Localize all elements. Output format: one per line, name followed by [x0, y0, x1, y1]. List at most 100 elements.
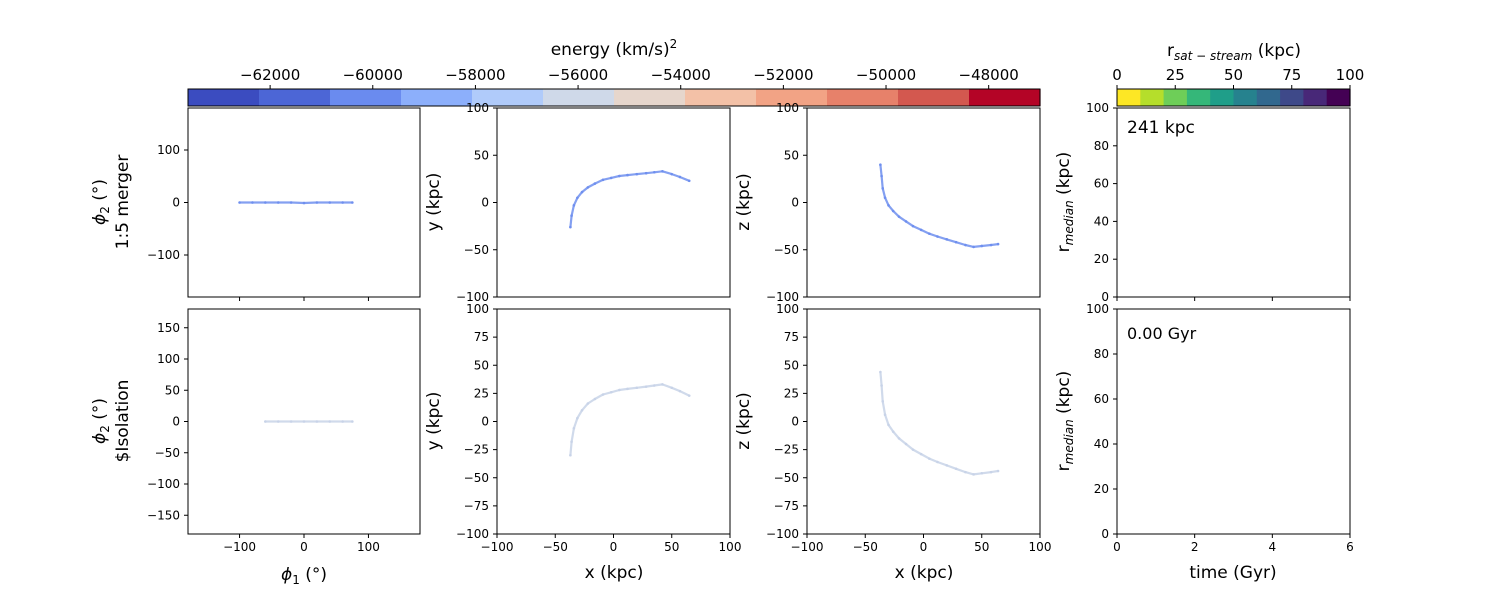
isolation-xz-ytick-label: 25	[784, 386, 799, 400]
merger-xz-point	[881, 187, 885, 190]
distance-colorbar-color-band	[1186, 89, 1211, 106]
isolation-rmedian-xtick-label: 6	[1346, 540, 1354, 554]
isolation-xy-point	[670, 386, 674, 390]
isolation-phi-point	[315, 420, 319, 423]
merger-xy-point	[601, 178, 605, 182]
merger-xz-point	[964, 243, 967, 247]
distance-colorbar-color-band	[1233, 89, 1258, 106]
merger-phi-point	[251, 201, 254, 204]
isolation-xy-xtick-label: 100	[719, 540, 742, 554]
isolation-xz-point	[879, 370, 882, 374]
isolation-xy-ytick-label: −100	[456, 527, 489, 541]
distance-colorbar-color-band	[1140, 89, 1165, 106]
isolation-rmedian-xtick-label: 2	[1191, 540, 1199, 554]
isolation-xy-point	[570, 440, 573, 444]
distance-colorbar-label: rsat − stream (kpc)	[1167, 41, 1301, 63]
isolation-phi-xtick-label: 100	[357, 540, 380, 554]
isolation-xz-point	[880, 384, 883, 387]
isolation-xz-point	[887, 423, 890, 427]
panel-merger-rmedian-frame	[1116, 107, 1351, 298]
isolation-xz-ylabel: z (kpc)	[734, 392, 754, 450]
energy-colorbar-color-band	[969, 89, 1041, 106]
merger-xz-point	[945, 238, 949, 241]
distance-colorbar-color-band	[1256, 89, 1281, 106]
isolation-phi-point	[341, 420, 344, 423]
isolation-xy-point	[626, 387, 629, 391]
merger-xy-point	[661, 170, 664, 173]
merger-xy-ylabel: y (kpc)	[424, 173, 444, 232]
row-isolation-labels: ϕ2 (°) $Isolation y (kpc) z (kpc) rmedia…	[90, 324, 1197, 471]
merger-xz-ylabel: z (kpc)	[734, 173, 754, 231]
merger-xz-ytick-label: 100	[776, 101, 799, 115]
energy-colorbar-tick-label: −62000	[240, 66, 300, 84]
isolation-xz-point	[881, 399, 885, 403]
isolation-phi-ytick-label: 150	[157, 321, 180, 335]
energy-colorbar-label: energy (km/s)2	[551, 37, 678, 60]
panel-isolation-xy-frame	[496, 308, 731, 535]
distance-colorbar-color-band	[1117, 89, 1141, 106]
merger-xz-point	[989, 243, 993, 247]
merger-xy-point	[635, 172, 639, 176]
merger-phi-ytick-label: 0	[172, 196, 180, 210]
merger-rmedian-ylabel: rmedian (kpc)	[1054, 152, 1076, 253]
isolation-rmedian-ytick-label: 60	[1094, 392, 1109, 406]
distance-colorbar-tick-label: 50	[1224, 66, 1243, 84]
isolation-phi2-ylabel: ϕ2 (°)	[90, 398, 112, 444]
merger-xy-point	[626, 173, 629, 177]
isolation-phi-point	[264, 420, 267, 423]
distance-colorbar-tick-label: 75	[1282, 66, 1301, 84]
isolation-xz-ytick-label: −100	[766, 527, 799, 541]
merger-phi-point	[341, 201, 344, 204]
isolation-xz-xtick-label: 0	[920, 540, 928, 554]
isolation-xz-xtick-label: −50	[853, 540, 878, 554]
merger-xz-point	[897, 215, 901, 218]
time-xlabel: time (Gyr)	[1189, 563, 1276, 583]
merger-xy-point	[570, 214, 573, 218]
merger-xz-point	[883, 196, 887, 200]
isolation-xy-point	[618, 388, 621, 392]
merger-xz-point	[879, 163, 882, 166]
isolation-xz-ytick-label: 50	[784, 358, 799, 372]
merger-xy-point	[609, 176, 613, 180]
isolation-xy-stream-trace	[569, 383, 691, 457]
isolation-xy-point	[601, 393, 605, 396]
merger-rmedian-ytick-label: 0	[1101, 290, 1109, 304]
data-marks	[238, 163, 1000, 476]
merger-phi-point	[289, 201, 293, 204]
isolation-xz-ytick-label: −50	[774, 471, 799, 485]
merger-xz-ytick-label: 0	[791, 196, 799, 210]
energy-colorbar-color-band	[259, 89, 331, 106]
isolation-phi-ytick-label: 0	[172, 415, 180, 429]
merger-xz-point	[919, 228, 923, 232]
isolation-xz-point	[954, 467, 958, 471]
merger-phi-point	[302, 201, 306, 205]
panel-merger-xz-frame	[806, 107, 1041, 298]
isolation-xz-point	[945, 464, 949, 467]
isolation-row-label: $Isolation	[113, 380, 133, 463]
isolation-xz-point	[989, 470, 993, 474]
isolation-xz-point	[936, 460, 939, 464]
isolation-phi-ytick-label: −100	[147, 477, 180, 491]
energy-colorbar-color-band	[330, 89, 402, 106]
merger-rmedian-ytick-label: 100	[1086, 101, 1109, 115]
merger-xy-point	[687, 179, 691, 183]
isolation-xz-point	[919, 452, 923, 456]
merger-xy-ytick-label: 0	[481, 196, 489, 210]
isolation-xz-ytick-label: 0	[791, 415, 799, 429]
panel-isolation-rmedian-frame	[1116, 308, 1351, 535]
isolation-xy-point	[661, 383, 664, 386]
energy-colorbar-color-band	[827, 89, 899, 106]
isolation-phi-ytick-label: −50	[155, 446, 180, 460]
energy-colorbar-color-band	[685, 89, 757, 106]
merger-rmedian-ytick-label: 60	[1094, 177, 1109, 191]
isolation-xy-point	[593, 397, 597, 401]
row-merger-labels: ϕ2 (°) 1:5 merger y (kpc) z (kpc) rmedia…	[90, 118, 1195, 252]
isolation-phi-ytick-label: 50	[165, 383, 180, 397]
isolation-xz-point	[980, 471, 984, 475]
distance-colorbar-ticks: 0 25 50 75 100	[1112, 66, 1364, 89]
merger-row-label: 1:5 merger	[113, 155, 133, 250]
merger-xz-point	[911, 224, 915, 228]
merger-xz-ytick-label: 50	[784, 148, 799, 162]
merger-xy-point	[572, 204, 576, 207]
isolation-phi-point	[276, 420, 280, 423]
